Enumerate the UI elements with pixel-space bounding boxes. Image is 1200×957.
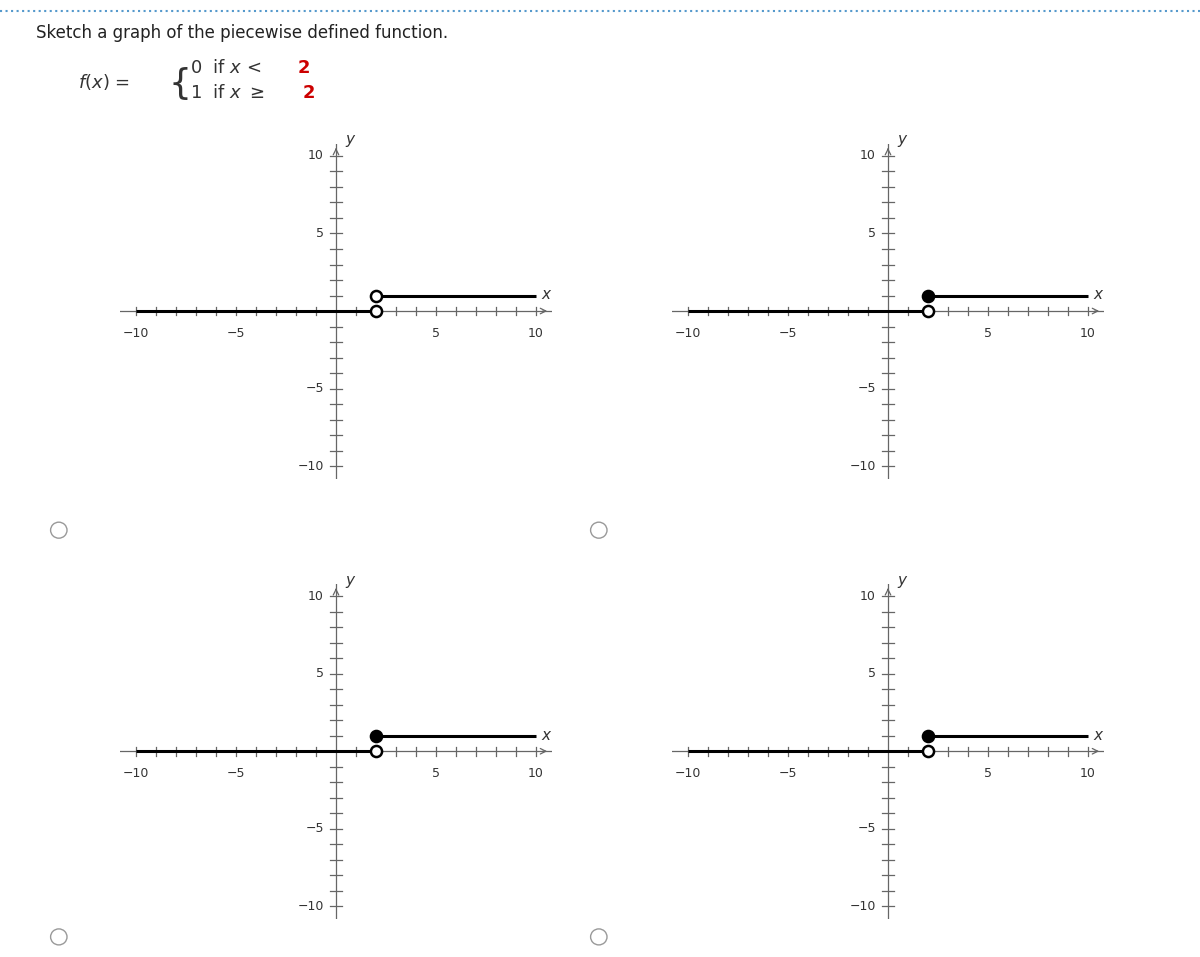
Text: 5: 5 [984,326,992,340]
Text: Sketch a graph of the piecewise defined function.: Sketch a graph of the piecewise defined … [36,24,448,42]
Text: 0  if $\it{x}$ <: 0 if $\it{x}$ < [190,59,263,78]
Text: 10: 10 [308,149,324,163]
Text: −5: −5 [858,382,876,395]
Text: 5: 5 [984,767,992,780]
Text: x: x [541,727,551,743]
Circle shape [590,523,607,538]
Text: x: x [1093,287,1103,302]
Text: 2: 2 [302,84,314,102]
Text: 5: 5 [316,227,324,240]
Circle shape [50,523,67,538]
Text: −5: −5 [858,822,876,835]
Text: 10: 10 [308,590,324,603]
Text: −5: −5 [227,326,245,340]
Text: −5: −5 [779,326,797,340]
Text: −10: −10 [850,900,876,913]
Text: 5: 5 [868,667,876,680]
Text: 1  if $\it{x}$ $\geq$: 1 if $\it{x}$ $\geq$ [190,84,270,102]
Text: y: y [346,132,354,147]
Circle shape [50,929,67,945]
Text: −10: −10 [674,326,701,340]
Text: 2: 2 [298,59,310,78]
Text: −5: −5 [227,767,245,780]
Text: 5: 5 [316,667,324,680]
Text: −10: −10 [674,767,701,780]
Text: −10: −10 [122,326,149,340]
Text: x: x [1093,727,1103,743]
Text: −5: −5 [306,382,324,395]
Text: −10: −10 [298,459,324,473]
Text: −10: −10 [298,900,324,913]
Circle shape [590,929,607,945]
Text: 10: 10 [860,590,876,603]
Text: $\it{f}$$\it{(x)}$ =: $\it{f}$$\it{(x)}$ = [78,72,130,92]
Text: −10: −10 [850,459,876,473]
Text: 10: 10 [1080,326,1096,340]
Text: 5: 5 [432,326,440,340]
Text: 10: 10 [1080,767,1096,780]
Text: y: y [346,572,354,588]
Text: 10: 10 [860,149,876,163]
Text: x: x [541,287,551,302]
Text: y: y [898,132,906,147]
Text: −5: −5 [306,822,324,835]
Text: 5: 5 [432,767,440,780]
Text: 10: 10 [528,767,544,780]
Text: $\{$: $\{$ [168,65,188,102]
Text: 10: 10 [528,326,544,340]
Text: −5: −5 [779,767,797,780]
Text: −10: −10 [122,767,149,780]
Text: y: y [898,572,906,588]
Text: 5: 5 [868,227,876,240]
